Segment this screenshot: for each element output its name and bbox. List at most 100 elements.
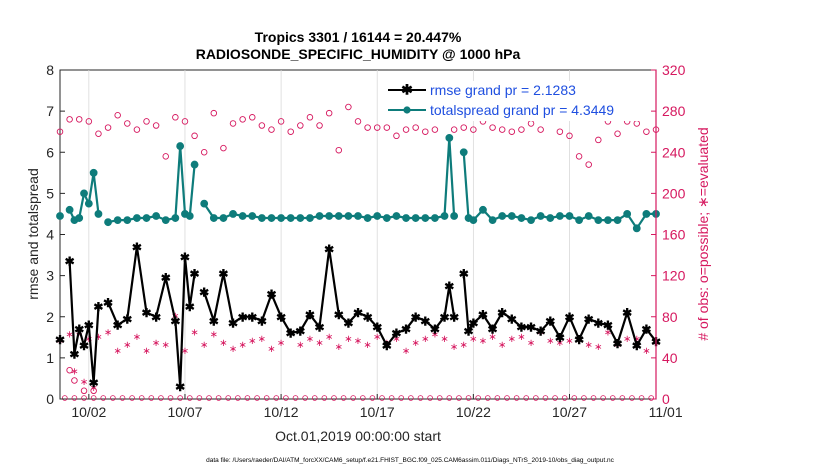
rmse-point-50: ✱: [449, 310, 459, 324]
obs-evaluated-point-36: ∗: [402, 346, 410, 357]
spread-point-26: [229, 210, 237, 218]
obs-possible-point-14: [191, 132, 198, 140]
rmse-point-72: ✱: [641, 323, 651, 337]
x-tick-label-3: 10/17: [360, 404, 395, 420]
x-tick-label-0: 10/02: [71, 404, 106, 420]
rmse-point-2: ✱: [65, 255, 75, 269]
obs-possible-point-16: [210, 109, 218, 117]
legend-box: [384, 81, 650, 121]
obs-zero-marker-36: [398, 395, 405, 401]
rmse-point-39: ✱: [353, 306, 363, 320]
obs-zero-marker-42: [456, 395, 462, 401]
obs-zero-marker-10: [148, 395, 155, 401]
rmse-point-43: ✱: [391, 327, 401, 341]
obs-evaluated-point-4: ∗: [94, 332, 102, 343]
obs-evaluated-point-60: ∗: [633, 334, 641, 345]
spread-point-56: [488, 216, 497, 225]
rmse-point-37: ✱: [334, 308, 344, 322]
obs-zero-marker-27: [311, 395, 318, 401]
obs-zero-marker-55: [581, 395, 587, 401]
obs-zero-marker-39: [427, 395, 433, 401]
obs-possible-point-19: [239, 116, 246, 123]
spread-point-7: [89, 168, 98, 177]
rmse-point-49: ✱: [444, 279, 454, 293]
rmse-point-35: ✱: [315, 321, 325, 335]
obs-zero-marker-62: [648, 395, 654, 401]
rmse-point-28: ✱: [247, 310, 257, 324]
spread-point-12: [123, 216, 132, 225]
y-right-tick-label-8: 320: [662, 62, 686, 78]
obs-evaluated-point-25: ∗: [296, 340, 304, 351]
obs-evaluated-point-28: ∗: [325, 332, 333, 343]
obs-evaluated-point-39: ∗: [431, 330, 439, 341]
spread-point-61: [536, 212, 545, 220]
spread-point-40: [363, 214, 372, 222]
obs-possible-point-23: [277, 118, 285, 125]
obs-possible-point-20: [249, 114, 256, 121]
spread-point-30: [267, 214, 276, 222]
legend-rmse-label: rmse grand pr = 2.1283: [430, 82, 576, 98]
obs-possible-point-33: [373, 124, 381, 131]
obs-zero-marker-25: [292, 395, 299, 401]
obs-zero-marker-4: [90, 395, 97, 401]
spread-point-32: [286, 214, 295, 222]
obs-possible-point-4: [95, 130, 102, 137]
obs-evaluated-point-15: ∗: [200, 340, 208, 351]
rmse-point-70: ✱: [622, 306, 632, 320]
rmse-point-14: ✱: [141, 306, 151, 320]
obs-possible-point-21: [258, 122, 266, 129]
obs-zero-marker-59: [619, 395, 626, 401]
rmse-point-15: ✱: [151, 310, 161, 324]
rmse-point-8: ✱: [93, 300, 103, 314]
rmse-point-18: ✱: [175, 380, 185, 394]
obs-evaluated-point-23: ∗: [277, 338, 285, 349]
spread-point-47: [431, 214, 439, 222]
obs-possible-point-55: [585, 161, 592, 168]
axes-layer: 10/02 10/07 10/12 10/17 10/22 10/27 11/0101234…: [46, 62, 685, 420]
obs-zero-marker-54: [571, 395, 578, 401]
y-right-tick-label-4: 160: [662, 227, 686, 243]
x-tick-label-1: 10/07: [167, 404, 202, 420]
y-left-tick-label-5: 5: [46, 185, 54, 201]
obs-zero-marker-16: [206, 395, 212, 401]
rmse-point-57: ✱: [497, 306, 507, 320]
obs-possible-point-61: [643, 128, 650, 135]
rmse-point-6: ✱: [84, 318, 94, 332]
y-right-tick-label-1: 40: [662, 350, 678, 366]
obs-evaluated-point-61: ∗: [642, 346, 650, 357]
obs-zero-marker-12: [167, 395, 174, 401]
spread-point-14: [142, 214, 151, 222]
spread-point-20: [185, 212, 194, 220]
spread-point-6: [84, 199, 93, 208]
y-right-tick-label-3: 120: [662, 268, 686, 284]
obs-possible-point-24: [287, 128, 294, 135]
rmse-point-33: ✱: [295, 325, 305, 339]
obs-possible-point-37: [412, 124, 419, 131]
obs-zero-marker-18: [225, 395, 232, 401]
rmse-point-20: ✱: [185, 300, 195, 314]
rmse-point-34: ✱: [305, 308, 315, 322]
rmse-point-23: ✱: [199, 286, 209, 300]
obs-zero-marker-53: [561, 395, 568, 401]
obs-early-evaluated-1: ∗: [70, 367, 78, 378]
obs-zero-marker-2: [71, 395, 78, 401]
obs-evaluated-point-27: ∗: [315, 338, 323, 349]
obs-zero-marker-6: [110, 395, 116, 401]
obs-zero-marker-56: [590, 395, 597, 401]
gridlines: [88, 70, 570, 399]
obs-zero-marker-26: [302, 395, 308, 401]
spread-point-33: [296, 214, 305, 222]
obs-evaluated-point-45: ∗: [488, 332, 496, 343]
obs-evaluated-point-35: ∗: [392, 334, 400, 345]
obs-evaluated-point-5: ∗: [104, 328, 112, 339]
obs-zero-marker-7: [119, 395, 126, 401]
spread-point-17: [171, 214, 180, 222]
obs-zero-marker-21: [254, 395, 260, 401]
obs-evaluated-point-9: ∗: [142, 346, 150, 357]
obs-possible-point-46: [498, 126, 506, 133]
obs-possible-point-36: [402, 126, 410, 133]
obs-zero-marker-50: [533, 395, 539, 401]
obs-zero-marker-40: [436, 395, 443, 401]
obs-early-possible-1: [71, 377, 78, 384]
